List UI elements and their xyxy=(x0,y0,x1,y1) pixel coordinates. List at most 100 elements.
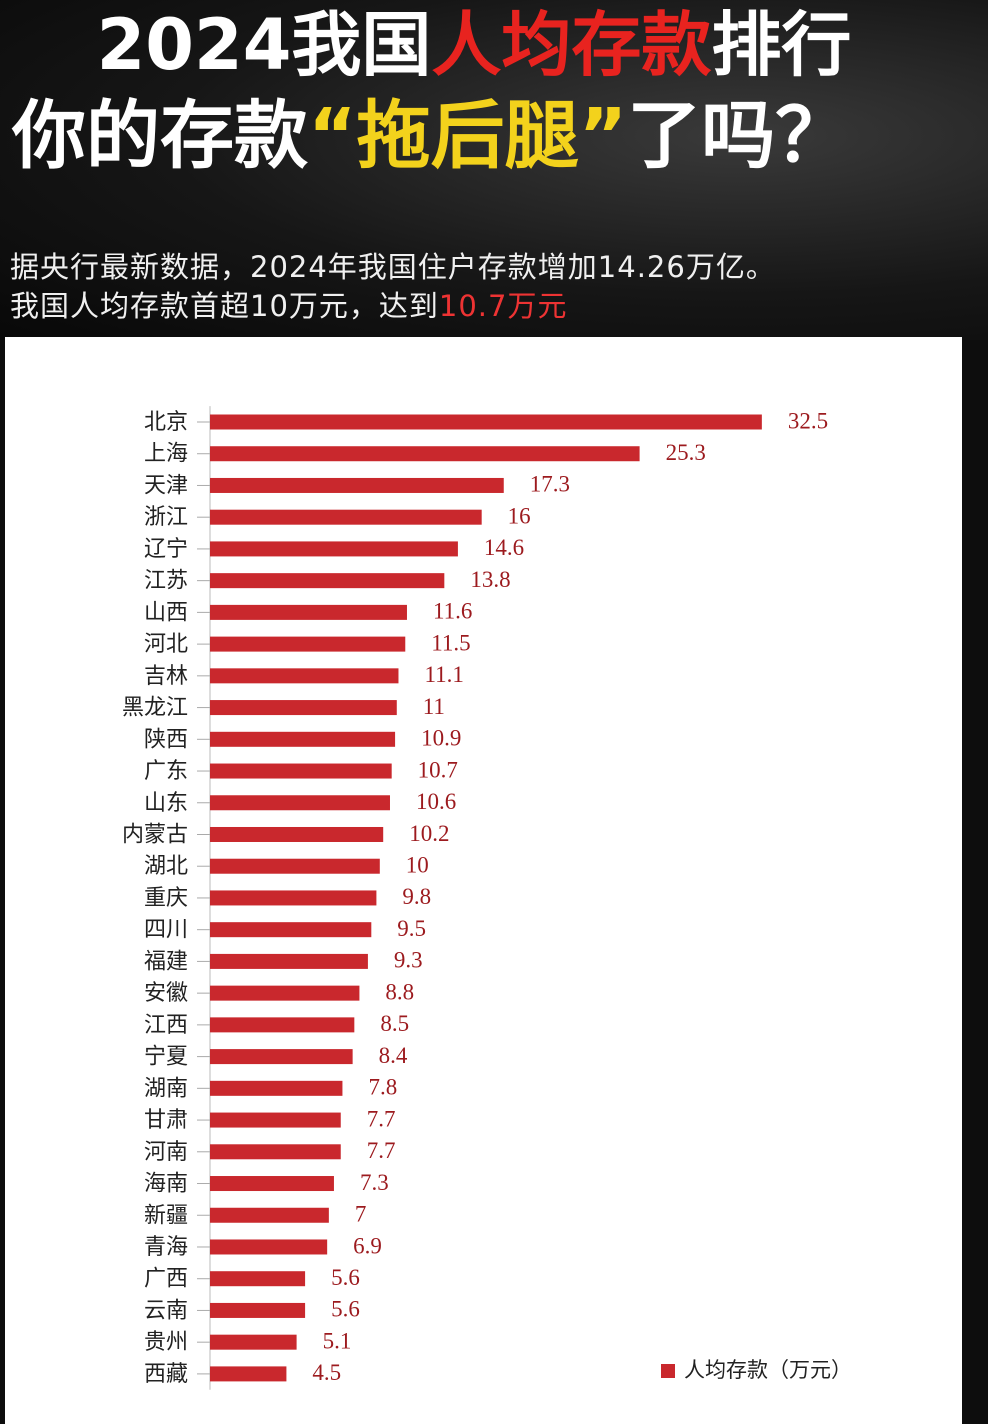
category-label: 山东 xyxy=(144,791,188,816)
value-label: 7.7 xyxy=(367,1138,396,1163)
legend-label: 人均存款（万元） xyxy=(684,1358,852,1382)
category-label: 河南 xyxy=(144,1140,188,1165)
category-label: 吉林 xyxy=(144,664,188,689)
subtitle-line-1: 据央行最新数据，2024年我国住户存款增加14.26万亿。 xyxy=(10,250,776,284)
value-label: 10 xyxy=(406,853,429,878)
category-label: 宁夏 xyxy=(144,1045,188,1070)
category-label: 青海 xyxy=(144,1235,188,1260)
category-label: 福建 xyxy=(144,949,188,974)
value-label: 11.5 xyxy=(431,630,470,655)
value-label: 13.8 xyxy=(470,567,510,592)
category-label: 江苏 xyxy=(144,569,188,594)
category-label: 甘肃 xyxy=(144,1108,188,1133)
legend-swatch xyxy=(661,1364,675,1378)
bar xyxy=(210,985,360,1001)
value-label: 10.2 xyxy=(409,821,449,846)
value-label: 10.7 xyxy=(418,757,458,782)
title-line-1: 2024我国人均存款排行 xyxy=(0,0,988,90)
category-label: 天津 xyxy=(144,473,188,498)
value-label: 9.8 xyxy=(402,884,431,909)
bar xyxy=(210,1239,328,1255)
category-label: 四川 xyxy=(144,918,188,943)
category-label: 陕西 xyxy=(144,727,188,752)
value-label: 32.5 xyxy=(788,408,828,433)
bar xyxy=(210,826,384,842)
bar xyxy=(210,477,504,493)
bar xyxy=(210,604,407,620)
value-label: 7 xyxy=(355,1202,367,1227)
bar xyxy=(210,1080,343,1096)
bar xyxy=(210,1334,297,1350)
category-label: 河北 xyxy=(144,632,188,657)
title-part: 你的存款 xyxy=(12,93,308,179)
category-label: 湖南 xyxy=(144,1076,188,1101)
value-label: 14.6 xyxy=(484,535,524,560)
category-label: 湖北 xyxy=(144,854,188,879)
bar xyxy=(210,953,368,969)
title-highlight: 人均存款 xyxy=(431,4,712,86)
value-label: 8.4 xyxy=(379,1043,408,1068)
bar xyxy=(210,1017,355,1033)
bar xyxy=(210,636,406,652)
bar xyxy=(210,922,372,938)
value-label: 9.3 xyxy=(394,948,423,973)
bar xyxy=(210,1302,306,1318)
category-label: 安徽 xyxy=(144,981,188,1006)
chart-panel xyxy=(5,337,962,1424)
bar xyxy=(210,1207,329,1223)
category-label: 黑龙江 xyxy=(122,696,188,721)
value-label: 10.9 xyxy=(421,726,461,751)
value-label: 7.3 xyxy=(360,1170,389,1195)
bar xyxy=(210,541,458,557)
bar xyxy=(210,1112,341,1128)
title-highlight: “拖后腿” xyxy=(308,93,628,179)
value-label: 17.3 xyxy=(530,472,570,497)
header-background xyxy=(0,0,988,340)
category-label: 内蒙古 xyxy=(122,822,188,847)
bar xyxy=(210,1049,353,1065)
value-label: 6.9 xyxy=(353,1233,382,1258)
category-label: 新疆 xyxy=(144,1203,188,1228)
bar xyxy=(210,731,396,747)
category-label: 广东 xyxy=(144,759,188,784)
value-label: 7.7 xyxy=(367,1106,396,1131)
category-label: 上海 xyxy=(144,442,188,467)
category-label: 北京 xyxy=(144,410,188,435)
value-label: 7.8 xyxy=(368,1075,397,1100)
value-label: 11.6 xyxy=(433,599,472,624)
title-part: 排行 xyxy=(711,4,852,86)
category-label: 山西 xyxy=(144,600,188,625)
category-label: 西藏 xyxy=(144,1362,188,1387)
bar xyxy=(210,890,377,906)
category-label: 江西 xyxy=(144,1013,188,1038)
bar xyxy=(210,858,380,874)
bar xyxy=(210,763,392,779)
category-label: 云南 xyxy=(144,1298,188,1323)
value-label: 8.8 xyxy=(385,979,414,1004)
bar xyxy=(210,1176,334,1192)
value-label: 4.5 xyxy=(312,1360,341,1385)
value-label: 10.6 xyxy=(416,789,456,814)
value-label: 16 xyxy=(508,503,531,528)
value-label: 8.5 xyxy=(380,1011,409,1036)
title-line-2: 你的存款“拖后腿”了吗？ xyxy=(12,88,988,184)
bar xyxy=(210,795,390,811)
bar xyxy=(210,573,445,589)
bar xyxy=(210,446,640,462)
value-label: 11 xyxy=(423,694,445,719)
bar xyxy=(210,509,482,525)
category-label: 重庆 xyxy=(144,886,188,911)
value-label: 11.1 xyxy=(424,662,463,687)
category-label: 贵州 xyxy=(144,1330,188,1355)
value-label: 5.6 xyxy=(331,1265,360,1290)
value-label: 25.3 xyxy=(666,440,706,465)
subtitle-line-2: 我国人均存款首超10万元，达到10.7万元 xyxy=(10,283,567,325)
subtitle-part: 我国人均存款首超10万元，达到 xyxy=(10,289,439,323)
bar xyxy=(210,700,397,716)
value-label: 5.1 xyxy=(323,1328,352,1353)
value-label: 5.6 xyxy=(331,1297,360,1322)
bar xyxy=(210,1144,341,1160)
category-label: 浙江 xyxy=(144,505,188,530)
